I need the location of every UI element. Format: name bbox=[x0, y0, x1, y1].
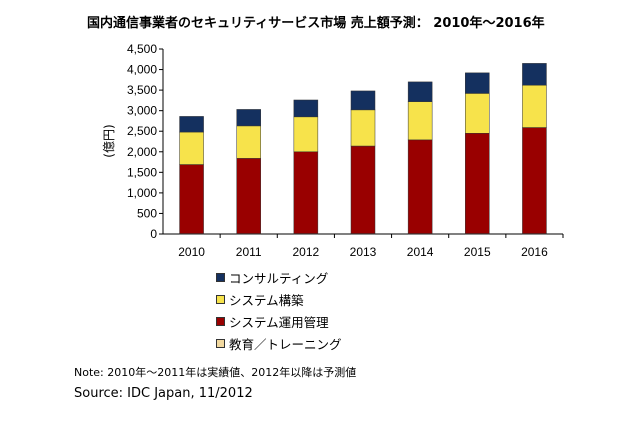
bar-segment bbox=[236, 158, 261, 234]
bar-segment bbox=[236, 109, 261, 127]
y-tick-label: 4,500 bbox=[127, 42, 157, 56]
y-tick-label: 4,000 bbox=[127, 63, 157, 77]
y-tick-label: 2,000 bbox=[127, 145, 157, 159]
legend-label: 教育／トレーニング bbox=[229, 336, 342, 352]
y-tick-label: 0 bbox=[150, 227, 157, 241]
legend-swatch bbox=[216, 294, 225, 304]
bar-segment bbox=[465, 93, 490, 134]
x-tick-label: 2015 bbox=[464, 245, 491, 259]
bar-segment bbox=[236, 125, 261, 159]
bar-segment bbox=[465, 72, 490, 94]
x-tick-label: 2013 bbox=[350, 245, 377, 259]
legend-label: システム運用管理 bbox=[229, 314, 329, 330]
bar-segment bbox=[293, 99, 319, 118]
source-text: Source: IDC Japan, 11/2012 bbox=[74, 386, 253, 401]
legend-item: システム運用管理 bbox=[216, 310, 342, 332]
y-axis-label: (億円) bbox=[102, 124, 116, 157]
bar-segment bbox=[350, 145, 376, 234]
x-tick-label: 2011 bbox=[236, 245, 262, 259]
bar-segment bbox=[407, 81, 433, 102]
bar-segment bbox=[522, 84, 547, 128]
legend-item: 教育／トレーニング bbox=[216, 332, 342, 354]
legend-swatch bbox=[216, 316, 225, 326]
x-tick-label: 2012 bbox=[293, 245, 320, 259]
bar-segment bbox=[407, 101, 433, 141]
legend-swatch bbox=[216, 338, 225, 348]
legend-swatch bbox=[216, 272, 225, 282]
legend-label: システム構築 bbox=[229, 292, 304, 308]
bar-segment bbox=[465, 133, 490, 234]
bar-segment bbox=[179, 164, 204, 234]
legend-item: システム構築 bbox=[216, 288, 342, 310]
bar-segment bbox=[179, 116, 204, 133]
note-text: Note: 2010年～2011年は実績値、2012年以降は予測値 bbox=[74, 366, 357, 379]
bar-segment bbox=[522, 63, 547, 86]
y-tick-label: 1,500 bbox=[127, 165, 157, 179]
x-tick-label: 2010 bbox=[178, 245, 205, 259]
bar-segment bbox=[179, 131, 204, 165]
chart-title: 国内通信事業者のセキュリティサービス市場 売上額予測： 2010年～2016年 bbox=[87, 16, 545, 31]
stacked-bar-chart: 0 500 1,000 1,500 2,000 2,500 3,000 3,500 4,000 4… bbox=[102, 42, 564, 259]
bar-segment bbox=[350, 90, 376, 111]
legend-item: コンサルティング bbox=[216, 266, 342, 288]
bar-segment bbox=[293, 151, 319, 234]
x-tick-label: 2016 bbox=[521, 245, 548, 259]
y-tick-label: 3,000 bbox=[127, 104, 157, 118]
bar-segment bbox=[407, 139, 433, 234]
y-tick-label: 2,500 bbox=[127, 124, 157, 138]
y-tick-label: 500 bbox=[137, 206, 157, 220]
y-tick-label: 3,500 bbox=[127, 83, 157, 97]
legend-label: コンサルティング bbox=[229, 270, 329, 286]
y-tick-label: 1,000 bbox=[127, 186, 157, 200]
bar-segment bbox=[350, 109, 376, 147]
bar-segment bbox=[522, 127, 547, 234]
bar-segment bbox=[293, 116, 319, 153]
legend: コンサルティング システム構築システム運用管理 教育／トレーニング bbox=[216, 266, 342, 354]
x-tick-label: 2014 bbox=[407, 245, 434, 259]
